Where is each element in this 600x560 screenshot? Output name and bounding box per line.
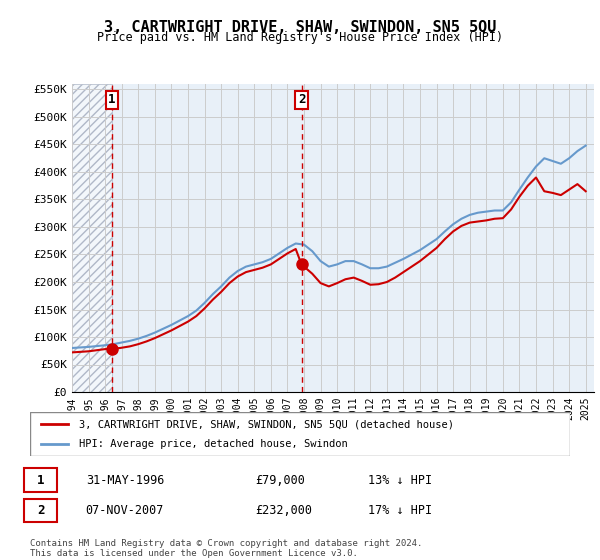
Text: 1: 1 — [37, 474, 44, 487]
FancyBboxPatch shape — [23, 468, 58, 492]
Text: £232,000: £232,000 — [255, 504, 312, 517]
Text: 17% ↓ HPI: 17% ↓ HPI — [368, 504, 432, 517]
Bar — [72, 84, 112, 392]
Text: HPI: Average price, detached house, Swindon: HPI: Average price, detached house, Swin… — [79, 439, 347, 449]
Text: 1: 1 — [109, 93, 116, 106]
FancyBboxPatch shape — [23, 499, 58, 522]
Text: 2: 2 — [298, 93, 305, 106]
Text: Price paid vs. HM Land Registry's House Price Index (HPI): Price paid vs. HM Land Registry's House … — [97, 31, 503, 44]
Text: 3, CARTWRIGHT DRIVE, SHAW, SWINDON, SN5 5QU: 3, CARTWRIGHT DRIVE, SHAW, SWINDON, SN5 … — [104, 20, 496, 35]
Text: £79,000: £79,000 — [255, 474, 305, 487]
Text: 2: 2 — [37, 504, 44, 517]
Text: Contains HM Land Registry data © Crown copyright and database right 2024.: Contains HM Land Registry data © Crown c… — [30, 539, 422, 548]
Bar — [72, 84, 112, 392]
Text: 3, CARTWRIGHT DRIVE, SHAW, SWINDON, SN5 5QU (detached house): 3, CARTWRIGHT DRIVE, SHAW, SWINDON, SN5 … — [79, 419, 454, 429]
Text: This data is licensed under the Open Government Licence v3.0.: This data is licensed under the Open Gov… — [30, 549, 358, 558]
Text: 07-NOV-2007: 07-NOV-2007 — [86, 504, 164, 517]
Text: 31-MAY-1996: 31-MAY-1996 — [86, 474, 164, 487]
Text: 13% ↓ HPI: 13% ↓ HPI — [368, 474, 432, 487]
FancyBboxPatch shape — [30, 412, 570, 456]
